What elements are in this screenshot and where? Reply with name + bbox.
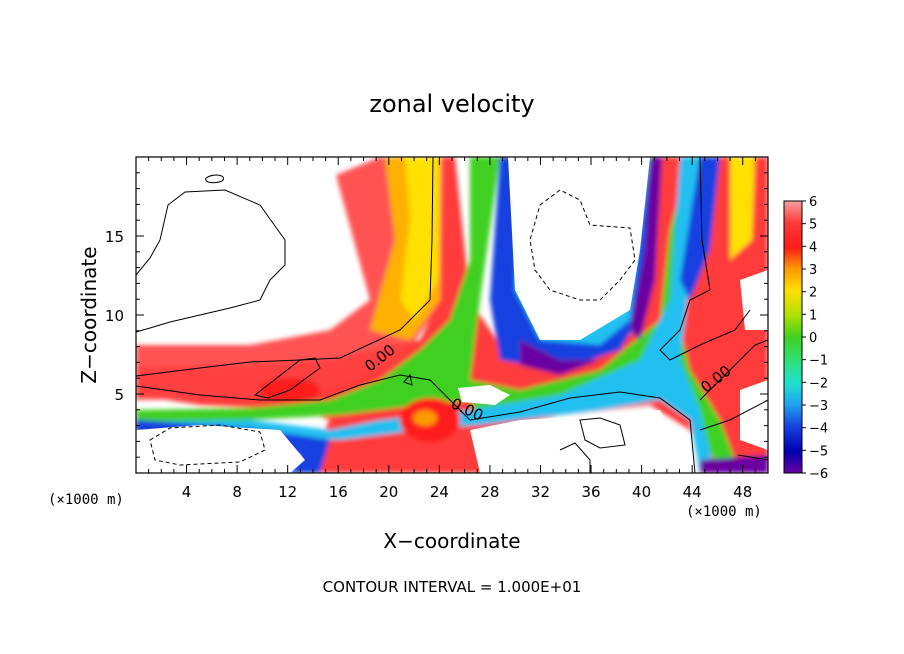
colorbar-label: 3 [809, 263, 817, 278]
x-tick-label: 32 [531, 483, 550, 501]
x-tick-label: 4 [182, 483, 192, 501]
x-unit-left: (×1000 m) [48, 492, 124, 508]
contour-interval-note: CONTOUR INTERVAL = 1.000E+01 [323, 578, 582, 596]
contour-lines [136, 157, 768, 473]
negative-contour-lines [149, 189, 636, 466]
colorbar-label: 5 [809, 218, 817, 233]
x-tick-label: 20 [379, 483, 398, 501]
x-tick-labels: 4 8 12 16 20 24 28 32 36 40 44 48 [182, 483, 752, 501]
x-tick-label: 48 [733, 483, 752, 501]
x-tick-label: 36 [581, 483, 600, 501]
x-axis-label: X−coordinate [383, 529, 520, 553]
colorbar-label: −6 [809, 467, 828, 482]
x-tick-label: 40 [632, 483, 651, 501]
x-tick-label: 24 [430, 483, 449, 501]
x-tick-label: 44 [683, 483, 702, 501]
x-tick-label: 12 [278, 483, 297, 501]
colorbar-label: −4 [809, 422, 828, 437]
y-tick-labels: 5 10 15 [105, 228, 124, 404]
x-unit-right: (×1000 m) [686, 504, 762, 520]
colorbar-label: 2 [809, 286, 817, 301]
colorbar-label: 6 [809, 195, 817, 210]
chart-title: zonal velocity [369, 90, 534, 118]
x-tick-label: 8 [232, 483, 242, 501]
colorbar-label: 0 [809, 331, 817, 346]
plot-area [136, 157, 768, 473]
colorbar-label: 4 [809, 240, 817, 255]
colorbar-label: 1 [809, 308, 817, 323]
x-tick-label: 16 [329, 483, 348, 501]
colorbar-label: −5 [809, 444, 828, 459]
y-tick-label: 15 [105, 228, 124, 246]
axis-ticks [136, 157, 768, 473]
y-tick-label: 5 [114, 386, 124, 404]
colorbar-label: −1 [809, 354, 828, 369]
x-tick-label: 28 [480, 483, 499, 501]
y-axis-label: Z−coordinate [77, 246, 101, 383]
y-tick-label: 10 [105, 307, 124, 325]
colorbar-label: −2 [809, 376, 828, 391]
colorbar-label: −3 [809, 399, 828, 414]
colorbar: 6 5 4 3 2 1 0 −1 −2 −3 −4 −5 −6 [783, 195, 828, 482]
